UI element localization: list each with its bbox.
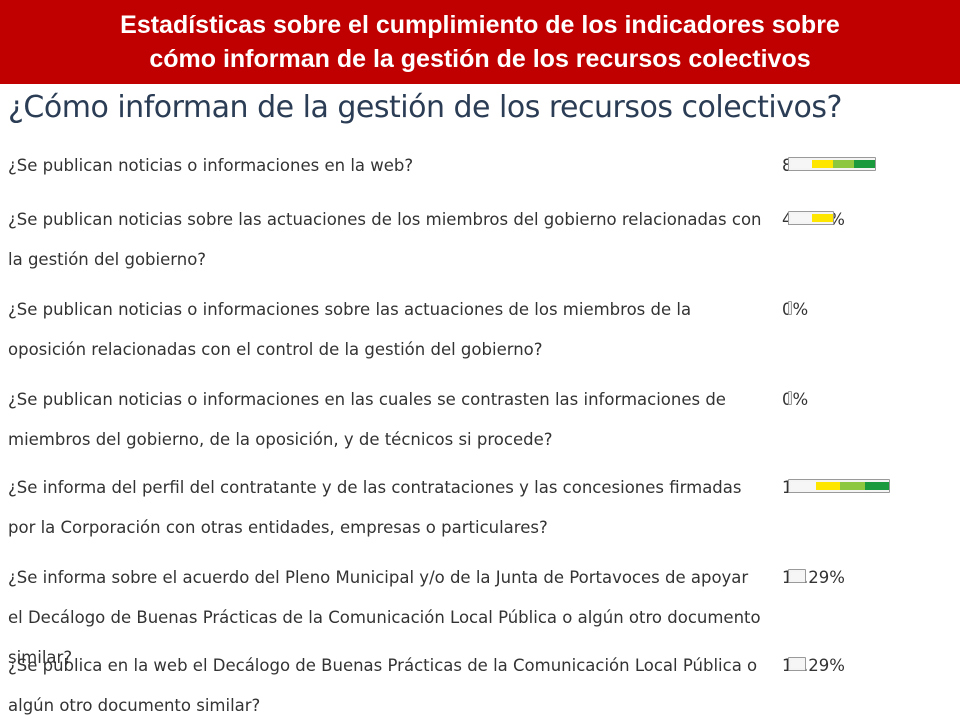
indicator-bar (788, 157, 876, 171)
indicator-bar-segment (833, 160, 854, 168)
indicator-question: ¿Se publican noticias sobre las actuacio… (8, 210, 762, 269)
header-title-line2: cómo informan de la gestión de los recur… (149, 45, 811, 73)
section-title: ¿Cómo informan de la gestión de los recu… (8, 90, 842, 125)
indicator-bar-fill (791, 482, 889, 490)
indicator-bar-fill (791, 214, 833, 222)
indicator-bar-segment (791, 160, 812, 168)
indicator-bar (788, 479, 890, 493)
indicator-bar-segment (840, 482, 865, 490)
header-banner: Estadísticas sobre el cumplimiento de lo… (0, 0, 960, 84)
indicator-question: ¿Se informa del perfil del contratante y… (8, 478, 742, 537)
indicator-question: ¿Se publican noticias o informaciones en… (8, 390, 726, 449)
indicator-percentage: 0% (782, 300, 809, 319)
indicator-question: ¿Se informa sobre el acuerdo del Pleno M… (8, 568, 761, 667)
indicator-bar-fill (791, 660, 805, 668)
indicator-bar-segment (791, 482, 816, 490)
indicator-percentage: 0% (782, 390, 809, 409)
indicator-question: ¿Se publica en la web el Decálogo de Bue… (8, 656, 758, 715)
indicator-bar-fill (791, 572, 805, 580)
indicator-bar-segment (864, 482, 889, 490)
indicator-bar-segment (791, 214, 812, 222)
header-title-line1: Estadísticas sobre el cumplimiento de lo… (120, 11, 840, 39)
indicator-bar-segment (854, 160, 875, 168)
indicator-bar-segment (791, 572, 805, 580)
indicator-bar-fill (791, 160, 875, 168)
indicator-bar-segment (815, 482, 840, 490)
indicator-bar (788, 657, 806, 671)
indicator-question: ¿Se publican noticias o informaciones en… (8, 156, 414, 175)
indicator-bar (788, 569, 806, 583)
indicator-bar-segment (812, 160, 833, 168)
indicator-bar-segment (791, 660, 805, 668)
indicator-bar (788, 391, 792, 405)
indicator-bar-segment (812, 214, 833, 222)
indicator-question: ¿Se publican noticias o informaciones so… (8, 300, 692, 359)
indicator-bar (788, 301, 792, 315)
indicator-bar (788, 211, 834, 225)
